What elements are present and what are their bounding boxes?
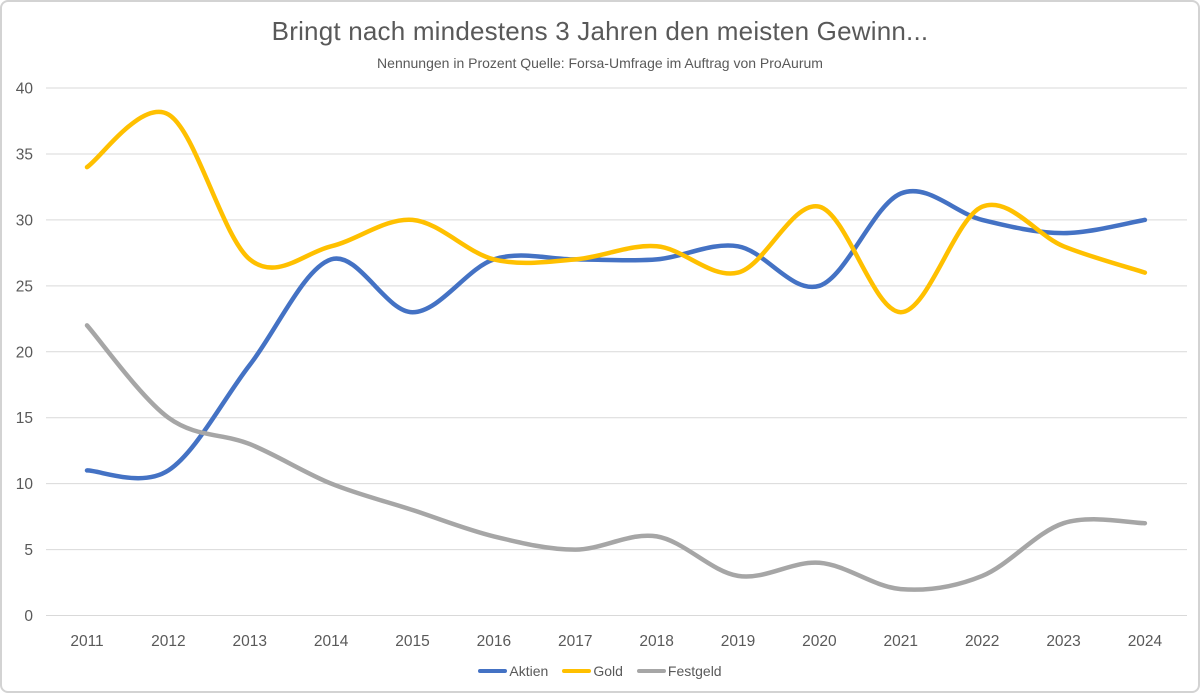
legend-label: Aktien <box>509 663 549 679</box>
x-tick-label: 2024 <box>1128 633 1163 650</box>
x-tick-label: 2021 <box>884 633 918 650</box>
legend-item-gold: Gold <box>562 663 623 679</box>
x-tick-label: 2018 <box>639 633 673 650</box>
x-tick-label: 2016 <box>477 633 511 650</box>
series-line-gold <box>84 109 1148 315</box>
x-tick-label: 2015 <box>395 633 429 650</box>
y-tick-label: 35 <box>16 146 33 163</box>
y-tick-label: 15 <box>16 410 33 427</box>
x-tick-label: 2019 <box>721 633 755 650</box>
y-tick-label: 30 <box>16 212 34 229</box>
y-tick-label: 0 <box>24 608 33 625</box>
series-line-festgeld <box>84 323 1148 592</box>
y-tick-label: 20 <box>16 344 34 361</box>
legend-swatch-aktien <box>478 668 508 674</box>
chart-legend: Aktien Gold Festgeld <box>2 663 1198 679</box>
x-tick-label: 2012 <box>151 633 185 650</box>
chart-title: Bringt nach mindestens 3 Jahren den meis… <box>271 16 929 46</box>
x-tick-label: 2022 <box>965 633 999 650</box>
legend-label: Gold <box>593 663 623 679</box>
x-tick-label: 2017 <box>558 633 592 650</box>
x-tick-label: 2014 <box>314 633 349 650</box>
legend-item-aktien: Aktien <box>478 663 548 679</box>
x-tick-label: 2023 <box>1046 633 1080 650</box>
y-tick-label: 10 <box>16 476 34 493</box>
chart-subtitle: Nennungen in Prozent Quelle: Forsa-Umfra… <box>377 55 823 71</box>
legend-swatch-gold <box>562 668 592 674</box>
y-tick-label: 5 <box>24 542 33 559</box>
x-tick-label: 2013 <box>233 633 267 650</box>
series-line-aktien <box>84 189 1148 481</box>
x-tick-label: 2011 <box>70 633 103 650</box>
y-tick-label: 40 <box>16 81 34 98</box>
y-tick-label: 25 <box>16 278 33 295</box>
legend-label: Festgeld <box>667 663 722 679</box>
legend-item-festgeld: Festgeld <box>636 663 722 679</box>
legend-swatch-festgeld <box>636 668 666 674</box>
x-tick-label: 2020 <box>802 633 837 650</box>
